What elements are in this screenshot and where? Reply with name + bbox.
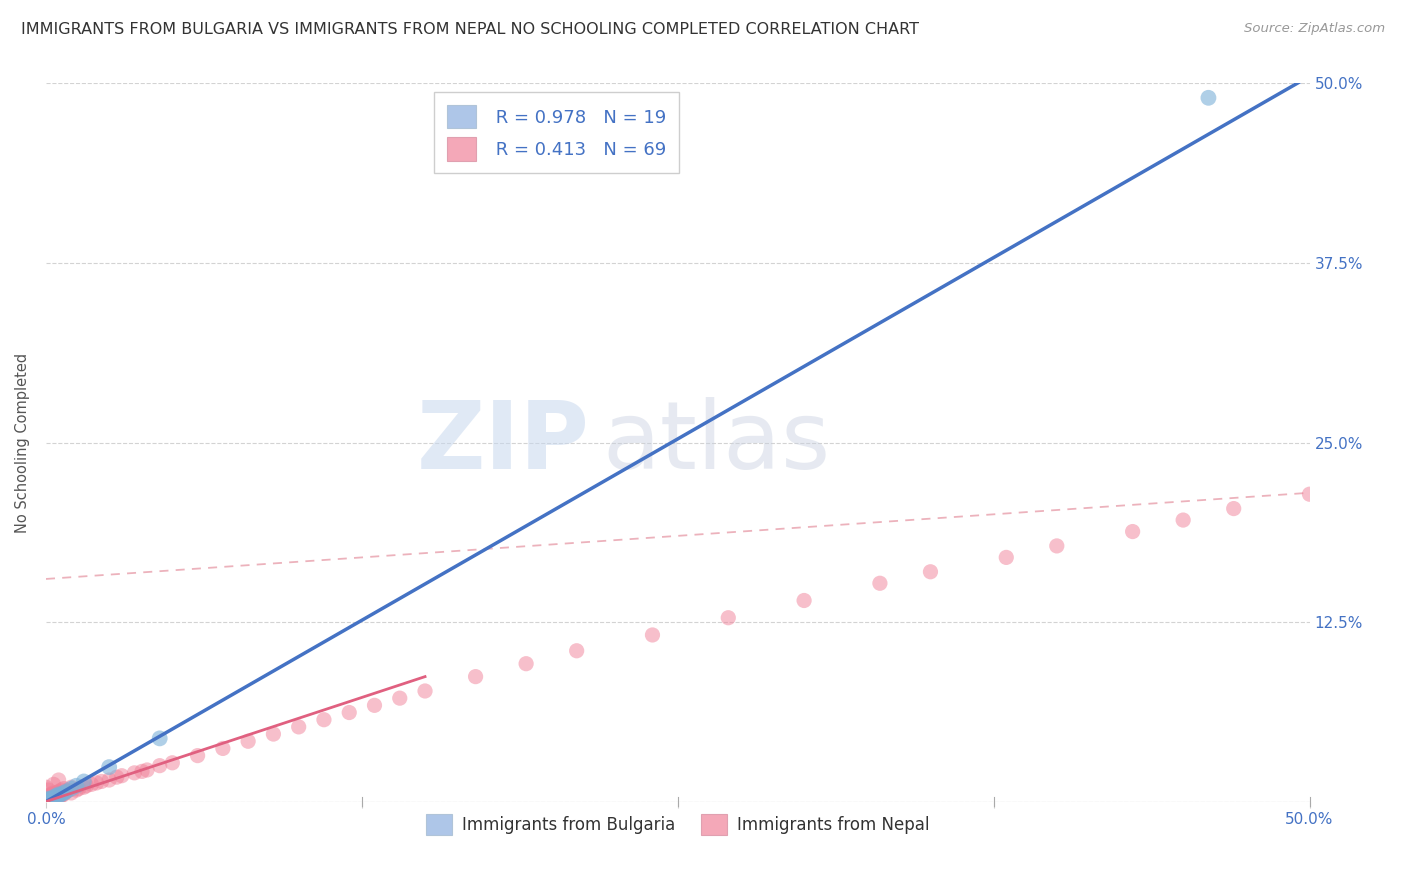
Point <box>48 772 70 787</box>
Point <box>565 644 588 658</box>
Point <box>124 765 146 780</box>
Point <box>42 786 65 800</box>
Point <box>149 758 172 772</box>
Point <box>39 788 62 802</box>
Point <box>48 788 70 802</box>
Point <box>98 760 121 774</box>
Point <box>1197 91 1219 105</box>
Point <box>86 776 108 790</box>
Point <box>37 791 59 805</box>
Point <box>42 791 65 805</box>
Point <box>37 790 59 805</box>
Point <box>67 781 90 796</box>
Point <box>75 779 97 793</box>
Point <box>35 795 58 809</box>
Point <box>641 628 664 642</box>
Point <box>52 786 75 800</box>
Point <box>37 793 59 807</box>
Point <box>363 698 385 713</box>
Point <box>60 786 83 800</box>
Y-axis label: No Schooling Completed: No Schooling Completed <box>15 352 30 533</box>
Point <box>35 795 58 809</box>
Point <box>45 789 67 803</box>
Point <box>37 791 59 805</box>
Point <box>42 790 65 805</box>
Point <box>35 793 58 807</box>
Point <box>37 783 59 797</box>
Point <box>39 790 62 805</box>
Point <box>55 784 77 798</box>
Point <box>515 657 537 671</box>
Point <box>793 593 815 607</box>
Point <box>413 684 436 698</box>
Text: Source: ZipAtlas.com: Source: ZipAtlas.com <box>1244 22 1385 36</box>
Point <box>995 550 1018 565</box>
Point <box>65 779 87 793</box>
Point <box>55 784 77 798</box>
Point <box>105 770 128 784</box>
Text: IMMIGRANTS FROM BULGARIA VS IMMIGRANTS FROM NEPAL NO SCHOOLING COMPLETED CORRELA: IMMIGRANTS FROM BULGARIA VS IMMIGRANTS F… <box>21 22 920 37</box>
Point <box>464 670 486 684</box>
Point <box>42 777 65 791</box>
Point <box>48 790 70 805</box>
Point <box>212 741 235 756</box>
Point <box>236 734 259 748</box>
Text: ZIP: ZIP <box>416 397 589 489</box>
Point <box>388 691 411 706</box>
Point <box>111 769 134 783</box>
Point <box>717 611 740 625</box>
Point <box>39 791 62 805</box>
Point <box>149 731 172 746</box>
Point <box>73 774 96 789</box>
Point <box>187 748 209 763</box>
Point <box>98 772 121 787</box>
Point <box>1222 501 1244 516</box>
Point <box>262 727 284 741</box>
Point <box>312 713 335 727</box>
Text: atlas: atlas <box>602 397 830 489</box>
Point <box>42 790 65 805</box>
Point <box>35 793 58 807</box>
Point <box>1122 524 1144 539</box>
Point <box>65 783 87 797</box>
Point <box>162 756 184 770</box>
Point <box>80 777 103 791</box>
Point <box>48 789 70 803</box>
Point <box>1046 539 1069 553</box>
Point <box>60 781 83 796</box>
Point <box>35 780 58 795</box>
Point <box>90 774 112 789</box>
Point <box>52 781 75 796</box>
Point <box>131 764 153 779</box>
Point <box>35 795 58 809</box>
Point <box>37 793 59 807</box>
Point <box>49 783 72 797</box>
Point <box>45 790 67 805</box>
Point <box>39 793 62 807</box>
Point <box>73 780 96 795</box>
Point <box>869 576 891 591</box>
Point <box>337 706 360 720</box>
Point <box>49 788 72 802</box>
Point <box>136 763 159 777</box>
Point <box>52 788 75 802</box>
Point <box>45 786 67 800</box>
Point <box>48 784 70 798</box>
Point <box>920 565 942 579</box>
Point <box>37 789 59 803</box>
Point <box>60 780 83 795</box>
Legend: Immigrants from Bulgaria, Immigrants from Nepal: Immigrants from Bulgaria, Immigrants fro… <box>418 805 938 844</box>
Point <box>1173 513 1195 527</box>
Point <box>42 791 65 805</box>
Point <box>58 783 80 797</box>
Point <box>35 791 58 805</box>
Point <box>49 789 72 803</box>
Point <box>1298 487 1320 501</box>
Point <box>287 720 309 734</box>
